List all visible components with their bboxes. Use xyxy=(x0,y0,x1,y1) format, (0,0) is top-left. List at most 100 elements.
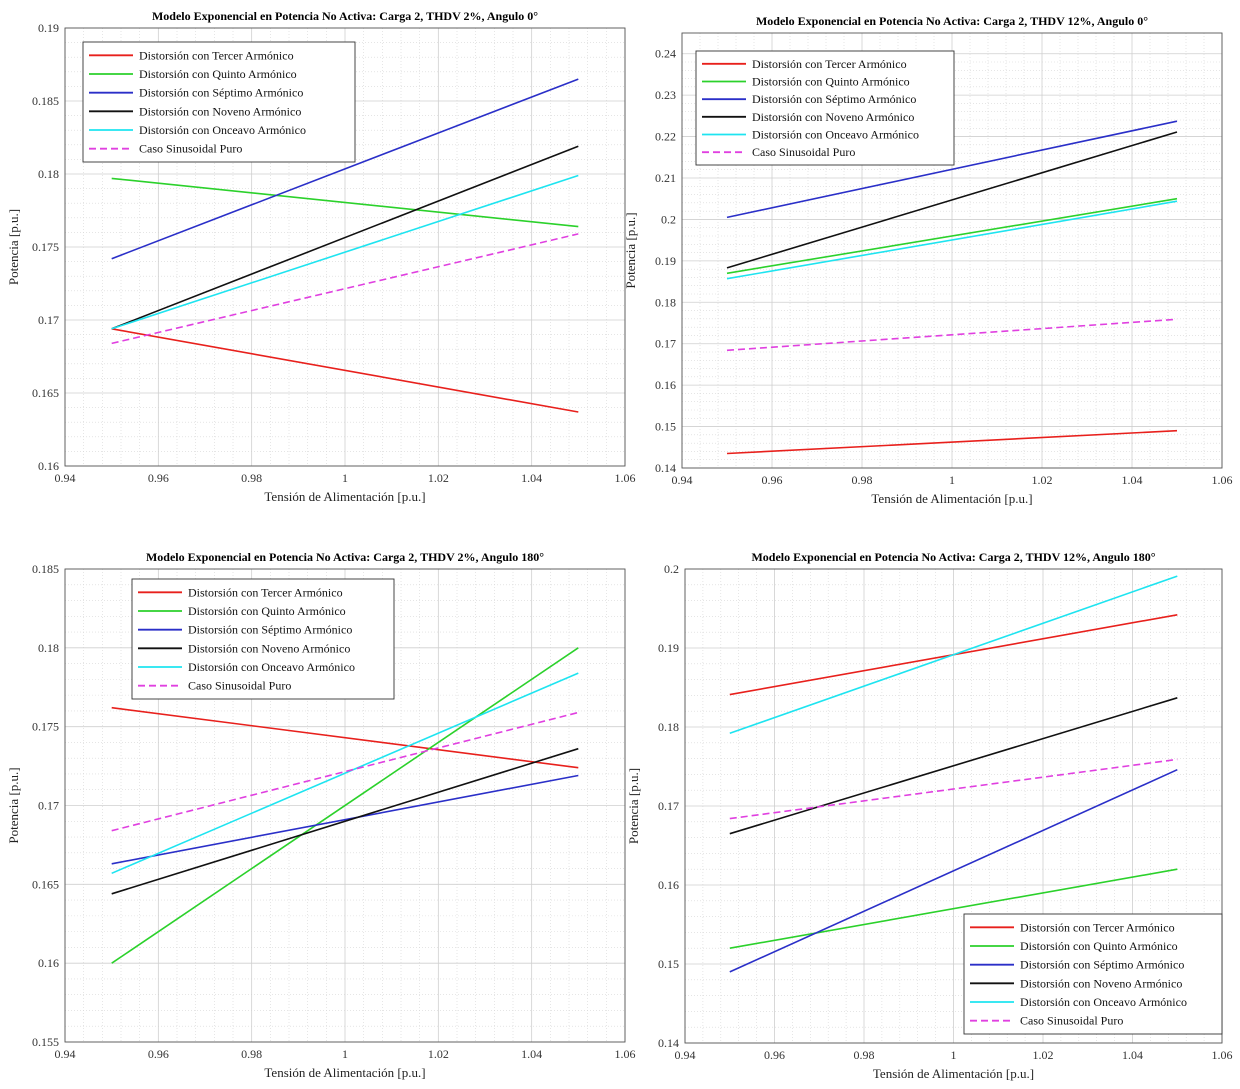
series-line-6 xyxy=(729,758,1178,820)
series-line-3 xyxy=(111,774,579,865)
series-line-5 xyxy=(111,672,579,875)
series-line-3 xyxy=(726,120,1178,219)
legend-label-6: Caso Sinusoidal Puro xyxy=(752,145,855,159)
x-tick-label: 0.98 xyxy=(241,1047,262,1061)
legend-label-1: Distorsión con Tercer Armónico xyxy=(752,57,907,71)
x-tick-label: 0.96 xyxy=(764,1048,785,1062)
axes-frame xyxy=(681,32,1223,469)
x-tick-label: 0.96 xyxy=(762,473,783,487)
series-line-3 xyxy=(111,78,579,260)
y-tick-label: 0.16 xyxy=(655,378,676,392)
x-tick-label: 0.96 xyxy=(148,471,169,485)
legend: Distorsión con Tercer Armónico Distorsión… xyxy=(131,578,395,700)
x-tick-label: 1.06 xyxy=(615,471,636,485)
chart-4: 0.94 0.96 0.98 1 1.02 1.04 1.06 0.14 0.15 0.16 0.1… xyxy=(626,550,1233,1081)
y-tick-label: 0.17 xyxy=(38,313,59,327)
y-tick-label: 0.16 xyxy=(38,459,59,473)
series-line-2 xyxy=(729,868,1178,949)
legend-label-3: Distorsión con Séptimo Armónico xyxy=(188,623,352,637)
series-line-2 xyxy=(111,647,579,964)
chart-2: 0.94 0.96 0.98 1 1.02 1.04 1.06 0.14 0.15 0.16 0.1… xyxy=(623,14,1233,506)
legend-label-3: Distorsión con Séptimo Armónico xyxy=(139,86,303,100)
legend-label-4: Distorsión con Noveno Armónico xyxy=(752,110,914,124)
y-tick-label: 0.14 xyxy=(658,1036,679,1050)
y-tick-label: 0.23 xyxy=(655,88,676,102)
axes-frame xyxy=(684,568,1223,1044)
y-tick-label: 0.17 xyxy=(655,337,676,351)
x-tick-label: 1 xyxy=(951,1048,957,1062)
legend-label-3: Distorsión con Séptimo Armónico xyxy=(1020,958,1184,972)
legend-label-5: Distorsión con Onceavo Armónico xyxy=(1020,995,1187,1009)
y-tick-label: 0.185 xyxy=(32,94,59,108)
x-tick-label: 1 xyxy=(342,471,348,485)
x-tick-label: 1.02 xyxy=(1033,1048,1054,1062)
series-line-2 xyxy=(111,177,579,228)
y-tick-label: 0.155 xyxy=(32,1035,59,1049)
legend-box xyxy=(82,41,356,163)
legend-label-1: Distorsión con Tercer Armónico xyxy=(188,585,343,599)
legend-label-6: Caso Sinusoidal Puro xyxy=(1020,1014,1123,1028)
y-tick-label: 0.15 xyxy=(655,420,676,434)
x-tick-label: 1.06 xyxy=(1212,473,1233,487)
x-tick-label: 1.04 xyxy=(1122,1048,1143,1062)
series-line-4 xyxy=(726,131,1178,269)
series-line-5 xyxy=(726,200,1178,280)
x-tick-label: 0.96 xyxy=(148,1047,169,1061)
y-tick-label: 0.17 xyxy=(658,799,679,813)
chart-title: Modelo Exponencial en Potencia No Activa… xyxy=(146,550,544,564)
legend-label-5: Distorsión con Onceavo Armónico xyxy=(752,128,919,142)
y-tick-label: 0.14 xyxy=(655,461,676,475)
y-tick-label: 0.18 xyxy=(38,641,59,655)
x-tick-label: 0.94 xyxy=(675,1048,696,1062)
series-line-5 xyxy=(729,575,1178,735)
legend-label-2: Distorsión con Quinto Armónico xyxy=(188,604,346,618)
y-tick-label: 0.18 xyxy=(658,720,679,734)
x-tick-label: 1 xyxy=(949,473,955,487)
legend: Distorsión con Tercer Armónico Distorsión… xyxy=(82,41,356,163)
y-tick-label: 0.175 xyxy=(32,720,59,734)
series-line-1 xyxy=(726,429,1178,455)
x-tick-label: 0.94 xyxy=(55,471,76,485)
x-tick-label: 1.06 xyxy=(1212,1048,1233,1062)
x-axis-label: Tensión de Alimentación [p.u.] xyxy=(264,1065,425,1080)
x-tick-label: 1.04 xyxy=(521,1047,542,1061)
series-line-4 xyxy=(111,747,579,895)
series-line-3 xyxy=(729,768,1178,973)
x-tick-label: 1.04 xyxy=(521,471,542,485)
chart-title: Modelo Exponencial en Potencia No Activa… xyxy=(756,14,1148,28)
y-tick-label: 0.175 xyxy=(32,240,59,254)
legend-label-5: Distorsión con Onceavo Armónico xyxy=(139,123,306,137)
x-tick-label: 1 xyxy=(342,1047,348,1061)
legend: Distorsión con Tercer Armónico Distorsión… xyxy=(963,913,1223,1035)
series-line-4 xyxy=(111,145,579,330)
x-axis-label: Tensión de Alimentación [p.u.] xyxy=(264,489,425,504)
series-line-2 xyxy=(726,197,1178,275)
legend-label-2: Distorsión con Quinto Armónico xyxy=(752,75,910,89)
y-tick-label: 0.17 xyxy=(38,799,59,813)
y-axis-label: Potencia [p.u.] xyxy=(6,209,21,285)
y-axis-label: Potencia [p.u.] xyxy=(626,768,641,844)
x-tick-label: 1.02 xyxy=(428,471,449,485)
x-tick-label: 0.94 xyxy=(55,1047,76,1061)
y-tick-label: 0.16 xyxy=(658,878,679,892)
legend-label-1: Distorsión con Tercer Armónico xyxy=(139,48,294,62)
legend-label-4: Distorsión con Noveno Armónico xyxy=(188,641,350,655)
y-tick-label: 0.165 xyxy=(32,877,59,891)
chart-3: 0.94 0.96 0.98 1 1.02 1.04 1.06 0.155 0.16 0.165 0… xyxy=(6,550,636,1080)
x-axis-label: Tensión de Alimentación [p.u.] xyxy=(873,1066,1034,1081)
x-axis-label: Tensión de Alimentación [p.u.] xyxy=(871,491,1032,506)
series-line-5 xyxy=(111,174,579,330)
y-tick-label: 0.16 xyxy=(38,956,59,970)
y-tick-label: 0.2 xyxy=(664,562,679,576)
legend: Distorsión con Tercer Armónico Distorsión… xyxy=(695,50,955,166)
x-tick-label: 0.98 xyxy=(241,471,262,485)
y-tick-label: 0.19 xyxy=(655,254,676,268)
chart-title: Modelo Exponencial en Potencia No Activa… xyxy=(152,9,538,23)
y-tick-label: 0.22 xyxy=(655,130,676,144)
y-tick-label: 0.24 xyxy=(655,47,676,61)
legend-label-3: Distorsión con Séptimo Armónico xyxy=(752,92,916,106)
y-axis-label: Potencia [p.u.] xyxy=(623,212,638,288)
y-tick-label: 0.165 xyxy=(32,386,59,400)
y-tick-label: 0.18 xyxy=(655,295,676,309)
